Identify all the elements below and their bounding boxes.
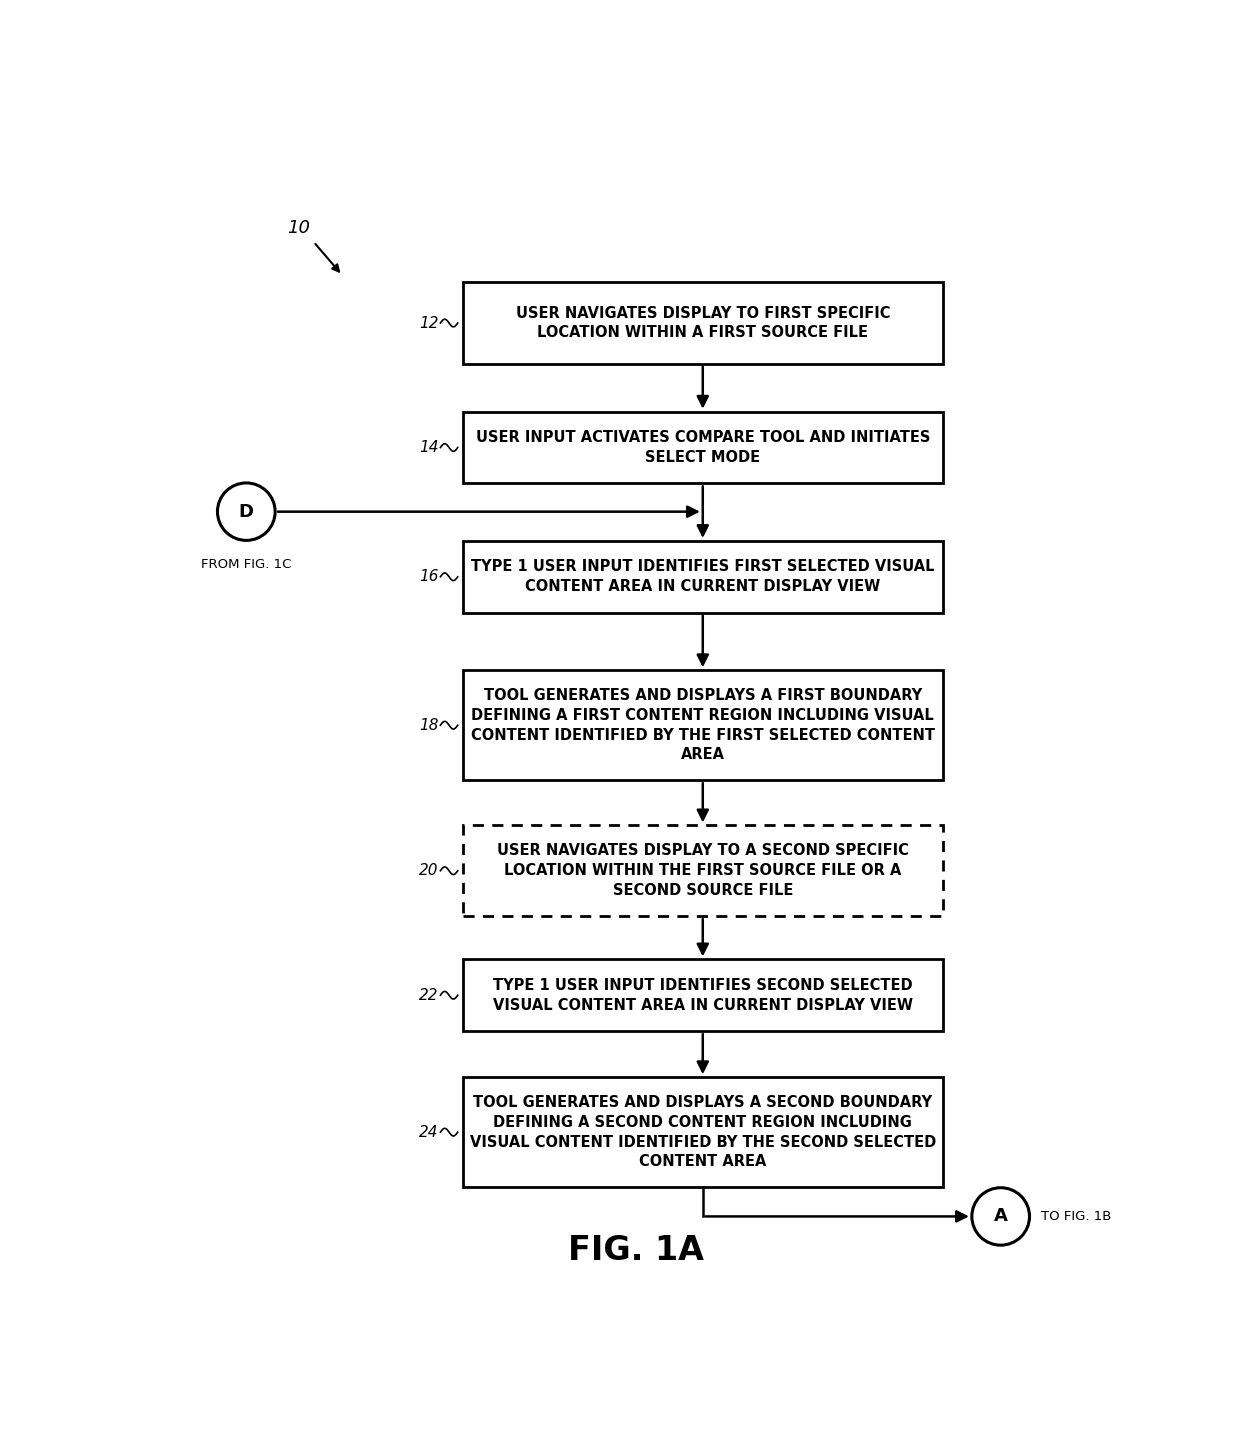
FancyBboxPatch shape [463, 412, 942, 483]
Text: TO FIG. 1B: TO FIG. 1B [1042, 1211, 1111, 1224]
FancyBboxPatch shape [463, 671, 942, 780]
Text: 22: 22 [419, 988, 439, 1002]
Text: 14: 14 [419, 439, 439, 455]
Text: TYPE 1 USER INPUT IDENTIFIES SECOND SELECTED
VISUAL CONTENT AREA IN CURRENT DISP: TYPE 1 USER INPUT IDENTIFIES SECOND SELE… [492, 978, 913, 1013]
Text: FIG. 1A: FIG. 1A [568, 1234, 703, 1267]
Circle shape [217, 483, 275, 540]
FancyBboxPatch shape [463, 1077, 942, 1187]
Text: 20: 20 [419, 863, 439, 879]
Text: 16: 16 [419, 569, 439, 585]
Circle shape [972, 1187, 1029, 1245]
Text: TYPE 1 USER INPUT IDENTIFIES FIRST SELECTED VISUAL
CONTENT AREA IN CURRENT DISPL: TYPE 1 USER INPUT IDENTIFIES FIRST SELEC… [471, 559, 935, 594]
Text: D: D [239, 502, 254, 521]
Text: USER NAVIGATES DISPLAY TO FIRST SPECIFIC
LOCATION WITHIN A FIRST SOURCE FILE: USER NAVIGATES DISPLAY TO FIRST SPECIFIC… [516, 306, 890, 340]
Text: FROM FIG. 1C: FROM FIG. 1C [201, 557, 291, 570]
Text: 12: 12 [419, 316, 439, 330]
Text: TOOL GENERATES AND DISPLAYS A FIRST BOUNDARY
DEFINING A FIRST CONTENT REGION INC: TOOL GENERATES AND DISPLAYS A FIRST BOUN… [471, 688, 935, 762]
Text: 10: 10 [288, 220, 310, 237]
FancyBboxPatch shape [463, 282, 942, 364]
Text: USER NAVIGATES DISPLAY TO A SECOND SPECIFIC
LOCATION WITHIN THE FIRST SOURCE FIL: USER NAVIGATES DISPLAY TO A SECOND SPECI… [497, 844, 909, 898]
Text: TOOL GENERATES AND DISPLAYS A SECOND BOUNDARY
DEFINING A SECOND CONTENT REGION I: TOOL GENERATES AND DISPLAYS A SECOND BOU… [470, 1096, 936, 1170]
FancyBboxPatch shape [463, 541, 942, 613]
Text: A: A [993, 1208, 1008, 1225]
FancyBboxPatch shape [463, 959, 942, 1032]
Text: 18: 18 [419, 717, 439, 733]
Text: USER INPUT ACTIVATES COMPARE TOOL AND INITIATES
SELECT MODE: USER INPUT ACTIVATES COMPARE TOOL AND IN… [476, 431, 930, 466]
Text: 24: 24 [419, 1125, 439, 1139]
FancyBboxPatch shape [463, 825, 942, 917]
